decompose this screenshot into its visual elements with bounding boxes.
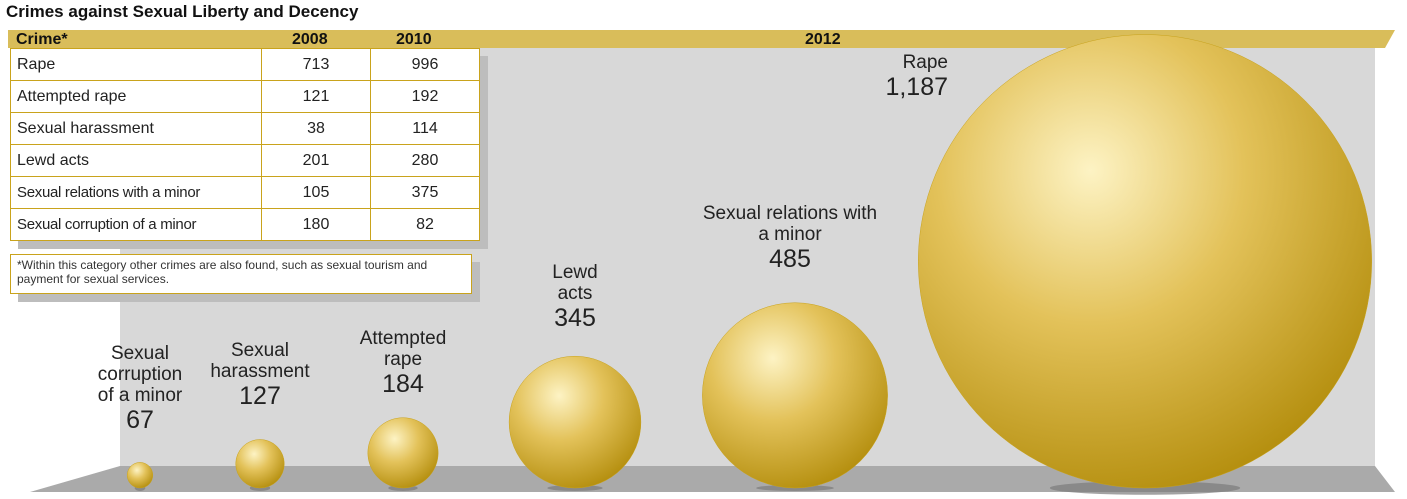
footnote: *Within this category other crimes are a…: [10, 254, 472, 294]
bubble-label: Sexual relations with a minor 485: [695, 203, 885, 273]
value-label: 485: [769, 245, 811, 273]
category-label: Sexual corruption of a minor: [97, 343, 183, 406]
table-cell: 38: [261, 112, 371, 145]
table: Rape 713 996 Attempted rape 121 192 Sexual har…: [10, 48, 480, 241]
chart-title: Crimes against Sexual Liberty and Decenc…: [6, 2, 359, 21]
table-cell: 375: [370, 176, 480, 209]
table-cell: 82: [370, 208, 480, 241]
table-cell: 114: [370, 112, 480, 145]
header-band: [8, 30, 1395, 48]
table-cell: Rape: [10, 48, 262, 81]
bubble: [702, 302, 888, 489]
bubble: [367, 417, 439, 489]
table-cell: 996: [370, 48, 480, 81]
bubble-label: Sexual corruption of a minor 67: [90, 343, 190, 434]
table-cell: Sexual corruption of a minor: [10, 208, 262, 241]
bubble: [508, 355, 642, 489]
value-label: 345: [554, 304, 596, 332]
table-row: Lewd acts 201 280: [10, 144, 480, 177]
table-cell: 280: [370, 144, 480, 177]
category-label: Attempted rape: [359, 328, 447, 370]
bubble-label: Lewd acts 345: [535, 262, 615, 332]
table-row: Attempted rape 121 192: [10, 80, 480, 113]
table-row: Sexual relations with a minor 105 375: [10, 176, 480, 209]
bubble-label: Rape 1,187: [828, 52, 948, 101]
table-cell: Lewd acts: [10, 144, 262, 177]
value-label: 184: [382, 370, 424, 398]
bubble-label: Sexual harassment 127: [205, 340, 315, 410]
table-cell: 201: [261, 144, 371, 177]
table-row: Rape 713 996: [10, 48, 480, 81]
table-cell: 180: [261, 208, 371, 241]
bubble: [918, 34, 1372, 489]
table-row: Sexual harassment 38 114: [10, 112, 480, 145]
value-label: 67: [126, 406, 154, 434]
table-cell: 105: [261, 176, 371, 209]
bubble-year: 2012: [805, 31, 841, 48]
bubble: [235, 439, 285, 489]
category-label: Sexual harassment: [210, 340, 310, 382]
table-cell: 192: [370, 80, 480, 113]
table-cell: Attempted rape: [10, 80, 262, 113]
table-header: 2008: [292, 31, 328, 48]
category-label: Sexual relations with a minor: [702, 203, 878, 245]
bubble: [126, 462, 154, 489]
table-cell: 713: [261, 48, 371, 81]
table-header: Crime*: [16, 31, 68, 48]
category-label: Lewd acts: [552, 262, 598, 304]
table-cell: Sexual relations with a minor: [10, 176, 262, 209]
floor: [30, 466, 1395, 492]
category-label: Rape: [902, 52, 948, 73]
table-cell: 121: [261, 80, 371, 113]
bubble-label: Attempted rape 184: [348, 328, 458, 398]
value-label: 1,187: [885, 73, 948, 101]
value-label: 127: [239, 382, 281, 410]
table-cell: Sexual harassment: [10, 112, 262, 145]
table-header: 2010: [396, 31, 432, 48]
table-row: Sexual corruption of a minor 180 82: [10, 208, 480, 241]
